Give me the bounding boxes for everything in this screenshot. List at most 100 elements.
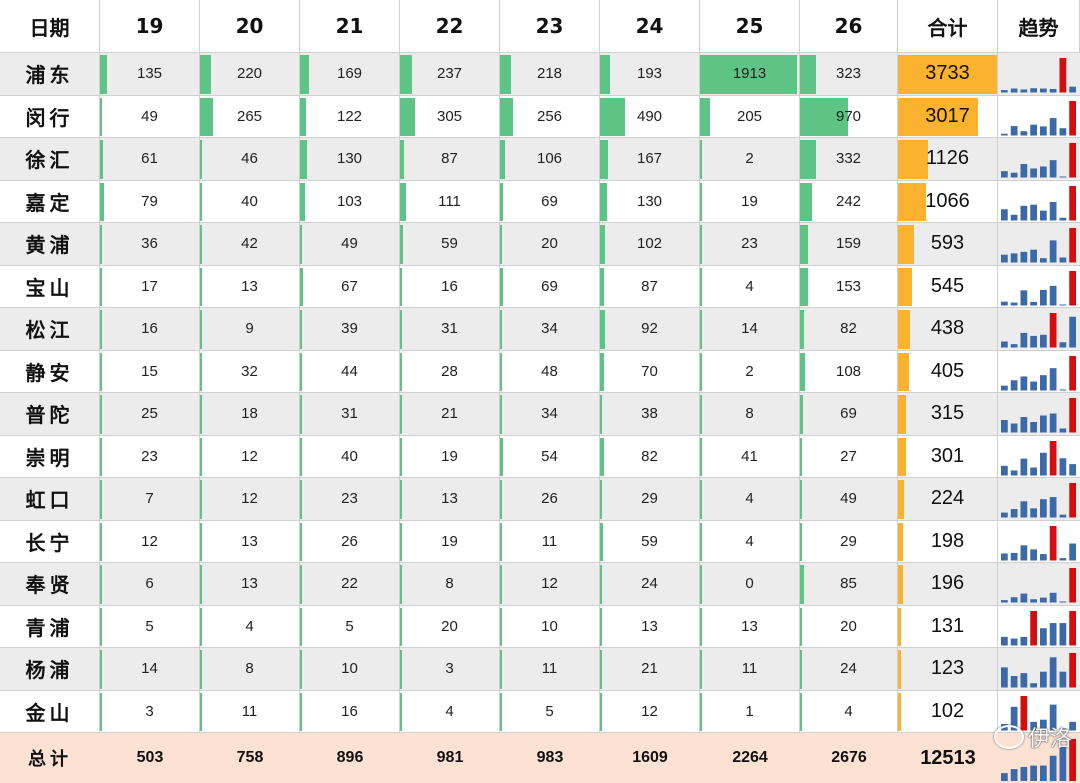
value-cell: 10: [300, 648, 400, 691]
trend-cell: [998, 520, 1080, 563]
value-label: 13: [241, 575, 258, 593]
sparkline-bar: [1069, 568, 1076, 603]
value-cell: 11: [500, 520, 600, 563]
value-cell: 102: [600, 223, 700, 266]
total-label: 3733: [925, 62, 970, 85]
value-cell: 13: [700, 605, 800, 648]
value-cell: 31: [400, 308, 500, 351]
district-label: 长宁: [0, 520, 100, 563]
day-total: 2676: [800, 733, 898, 783]
value-cell: 4: [700, 520, 800, 563]
value-label: 41: [741, 447, 758, 465]
total-bar: [898, 182, 926, 221]
trend-sparkline: [1001, 313, 1076, 348]
value-label: 23: [341, 490, 358, 508]
sparkline-bar: [1049, 117, 1057, 135]
day-total: 1609: [600, 733, 700, 783]
value-bar: [100, 140, 103, 179]
trend-sparkline: [1001, 440, 1076, 475]
value-bar: [500, 310, 502, 349]
value-label: 12: [541, 575, 558, 593]
sparkline-bar: [1049, 497, 1057, 518]
value-label: 111: [438, 192, 461, 210]
value-label: 13: [441, 490, 458, 508]
sparkline-bar: [1040, 334, 1047, 348]
total-cell: 301: [898, 435, 998, 478]
value-cell: 16: [400, 265, 500, 308]
value-bar: [200, 692, 202, 731]
sparkline-bar: [1010, 88, 1018, 93]
value-cell: 122: [300, 95, 400, 138]
value-cell: 237: [400, 53, 500, 96]
total-label: 198: [930, 529, 965, 552]
district-label: 闵行: [0, 95, 100, 138]
value-bar: [100, 310, 102, 349]
sparkline-bar: [1059, 217, 1067, 220]
total-label: 196: [930, 572, 965, 595]
trend-cell: [998, 53, 1080, 96]
value-label: 220: [236, 65, 263, 83]
value-label: 27: [840, 447, 857, 465]
sparkline-bar: [1059, 622, 1067, 645]
value-cell: 4: [400, 690, 500, 733]
sparkline-bar: [1069, 228, 1076, 263]
value-label: 11: [741, 660, 758, 678]
value-cell: 23: [700, 223, 800, 266]
value-bar: [800, 437, 802, 476]
value-label: 265: [236, 107, 263, 125]
value-cell: 256: [500, 95, 600, 138]
sparkline-bar: [1069, 610, 1076, 645]
sparkline-bar: [1010, 214, 1018, 220]
value-bar: [600, 522, 603, 561]
grand-total-label: 总计: [0, 733, 100, 783]
value-cell: 169: [300, 53, 400, 96]
value-label: 4: [745, 277, 754, 295]
value-bar: [200, 522, 202, 561]
value-bar: [500, 522, 502, 561]
district-label: 松江: [0, 308, 100, 351]
value-bar: [600, 225, 605, 264]
sparkline-bar: [1059, 342, 1067, 348]
sparkline-bar: [1030, 610, 1037, 645]
value-cell: 13: [600, 605, 700, 648]
sparkline-bar: [1030, 721, 1037, 730]
value-bar: [200, 140, 202, 179]
value-cell: 36: [100, 223, 200, 266]
value-cell: 12: [200, 435, 300, 478]
value-label: 61: [141, 150, 158, 168]
value-label: 21: [441, 405, 458, 423]
sparkline-bar: [1069, 86, 1076, 93]
value-bar: [100, 650, 102, 689]
day-header: 19: [100, 0, 200, 53]
value-bar: [300, 650, 302, 689]
sparkline-bar: [1020, 417, 1028, 433]
sparkline-bar: [1030, 422, 1037, 433]
total-bar: [898, 607, 901, 646]
value-bar: [200, 97, 213, 136]
value-label: 970: [835, 107, 862, 125]
value-cell: 8: [700, 393, 800, 436]
value-bar: [600, 140, 608, 179]
value-bar: [800, 182, 812, 221]
sparkline-bar: [1030, 508, 1037, 518]
value-label: 10: [341, 660, 358, 678]
total-label: 224: [930, 487, 965, 510]
total-bar: [898, 565, 903, 604]
value-label: 70: [641, 362, 658, 380]
value-cell: 6: [100, 563, 200, 606]
sparkline-bar: [1059, 127, 1067, 135]
sparkline-bar: [1010, 769, 1018, 781]
trend-cell: [998, 648, 1080, 691]
value-cell: 111: [400, 180, 500, 223]
sparkline-bar: [1020, 375, 1028, 390]
value-cell: 26: [500, 478, 600, 521]
sparkline-bar: [1049, 285, 1057, 305]
value-cell: 41: [700, 435, 800, 478]
sparkline-bar: [1069, 316, 1076, 348]
value-cell: 2: [700, 138, 800, 181]
sparkline-bar: [1001, 465, 1008, 475]
value-cell: 13: [200, 563, 300, 606]
value-bar: [100, 522, 102, 561]
value-bar: [300, 395, 302, 434]
